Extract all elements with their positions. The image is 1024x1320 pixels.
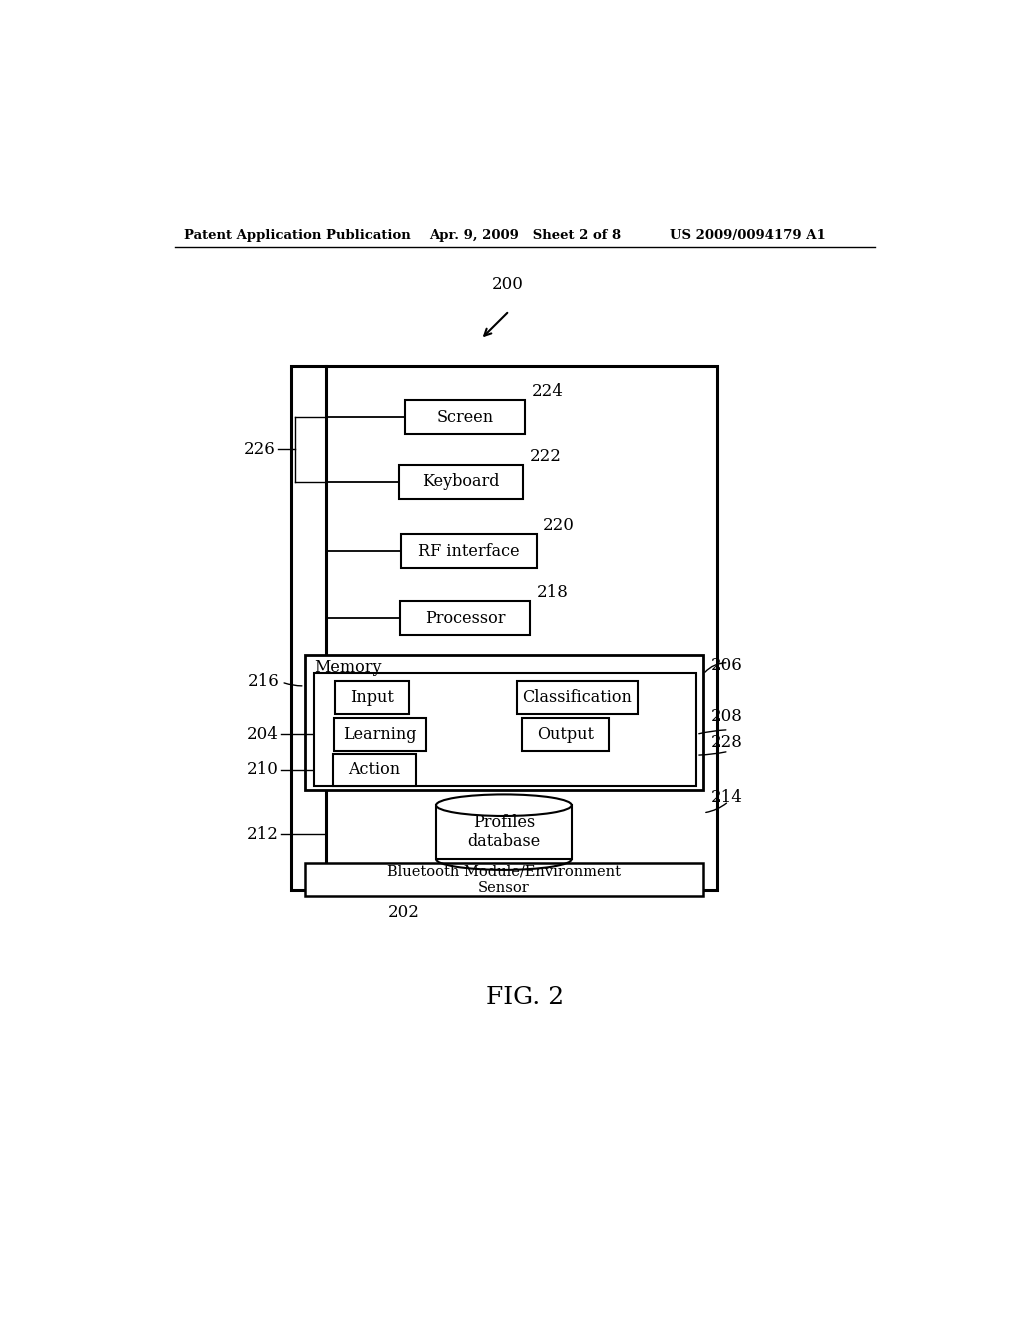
Text: Apr. 9, 2009   Sheet 2 of 8: Apr. 9, 2009 Sheet 2 of 8: [429, 228, 621, 242]
Text: 220: 220: [543, 517, 574, 535]
Text: 210: 210: [247, 762, 280, 779]
Text: Keyboard: Keyboard: [423, 474, 500, 490]
Text: FIG. 2: FIG. 2: [485, 986, 564, 1010]
Ellipse shape: [436, 795, 571, 816]
Text: 206: 206: [711, 657, 742, 675]
Text: 202: 202: [388, 904, 420, 921]
Bar: [333, 754, 417, 785]
Bar: [517, 681, 638, 714]
Text: Profiles
database: Profiles database: [467, 814, 541, 850]
Text: 226: 226: [244, 441, 275, 458]
Text: 208: 208: [711, 708, 742, 725]
Bar: [305, 655, 703, 789]
Text: 204: 204: [247, 726, 280, 743]
Bar: [406, 400, 525, 434]
Text: Action: Action: [348, 762, 400, 779]
Text: US 2009/0094179 A1: US 2009/0094179 A1: [671, 228, 826, 242]
Bar: [291, 367, 717, 890]
Text: RF interface: RF interface: [418, 543, 520, 560]
Text: Patent Application Publication: Patent Application Publication: [183, 228, 411, 242]
Text: 212: 212: [247, 826, 280, 843]
Bar: [436, 805, 571, 859]
Text: 228: 228: [711, 734, 742, 751]
Text: 218: 218: [537, 585, 568, 601]
Bar: [399, 465, 523, 499]
Bar: [401, 535, 537, 568]
Text: Processor: Processor: [425, 610, 506, 627]
Text: 222: 222: [529, 447, 561, 465]
Text: Memory: Memory: [314, 659, 382, 676]
Bar: [522, 718, 609, 751]
Text: Input: Input: [350, 689, 394, 706]
Text: Bluetooth Module/Environment
Sensor: Bluetooth Module/Environment Sensor: [387, 865, 621, 895]
Text: Output: Output: [538, 726, 594, 743]
Text: 200: 200: [493, 276, 524, 293]
Text: Classification: Classification: [522, 689, 633, 706]
Bar: [334, 718, 426, 751]
Text: Screen: Screen: [436, 409, 494, 425]
Bar: [400, 601, 530, 635]
Bar: [314, 673, 696, 785]
Text: 214: 214: [711, 789, 742, 807]
Bar: [335, 681, 409, 714]
Text: 224: 224: [531, 383, 563, 400]
Bar: [305, 863, 703, 896]
Text: 216: 216: [248, 673, 280, 690]
Text: Learning: Learning: [343, 726, 417, 743]
